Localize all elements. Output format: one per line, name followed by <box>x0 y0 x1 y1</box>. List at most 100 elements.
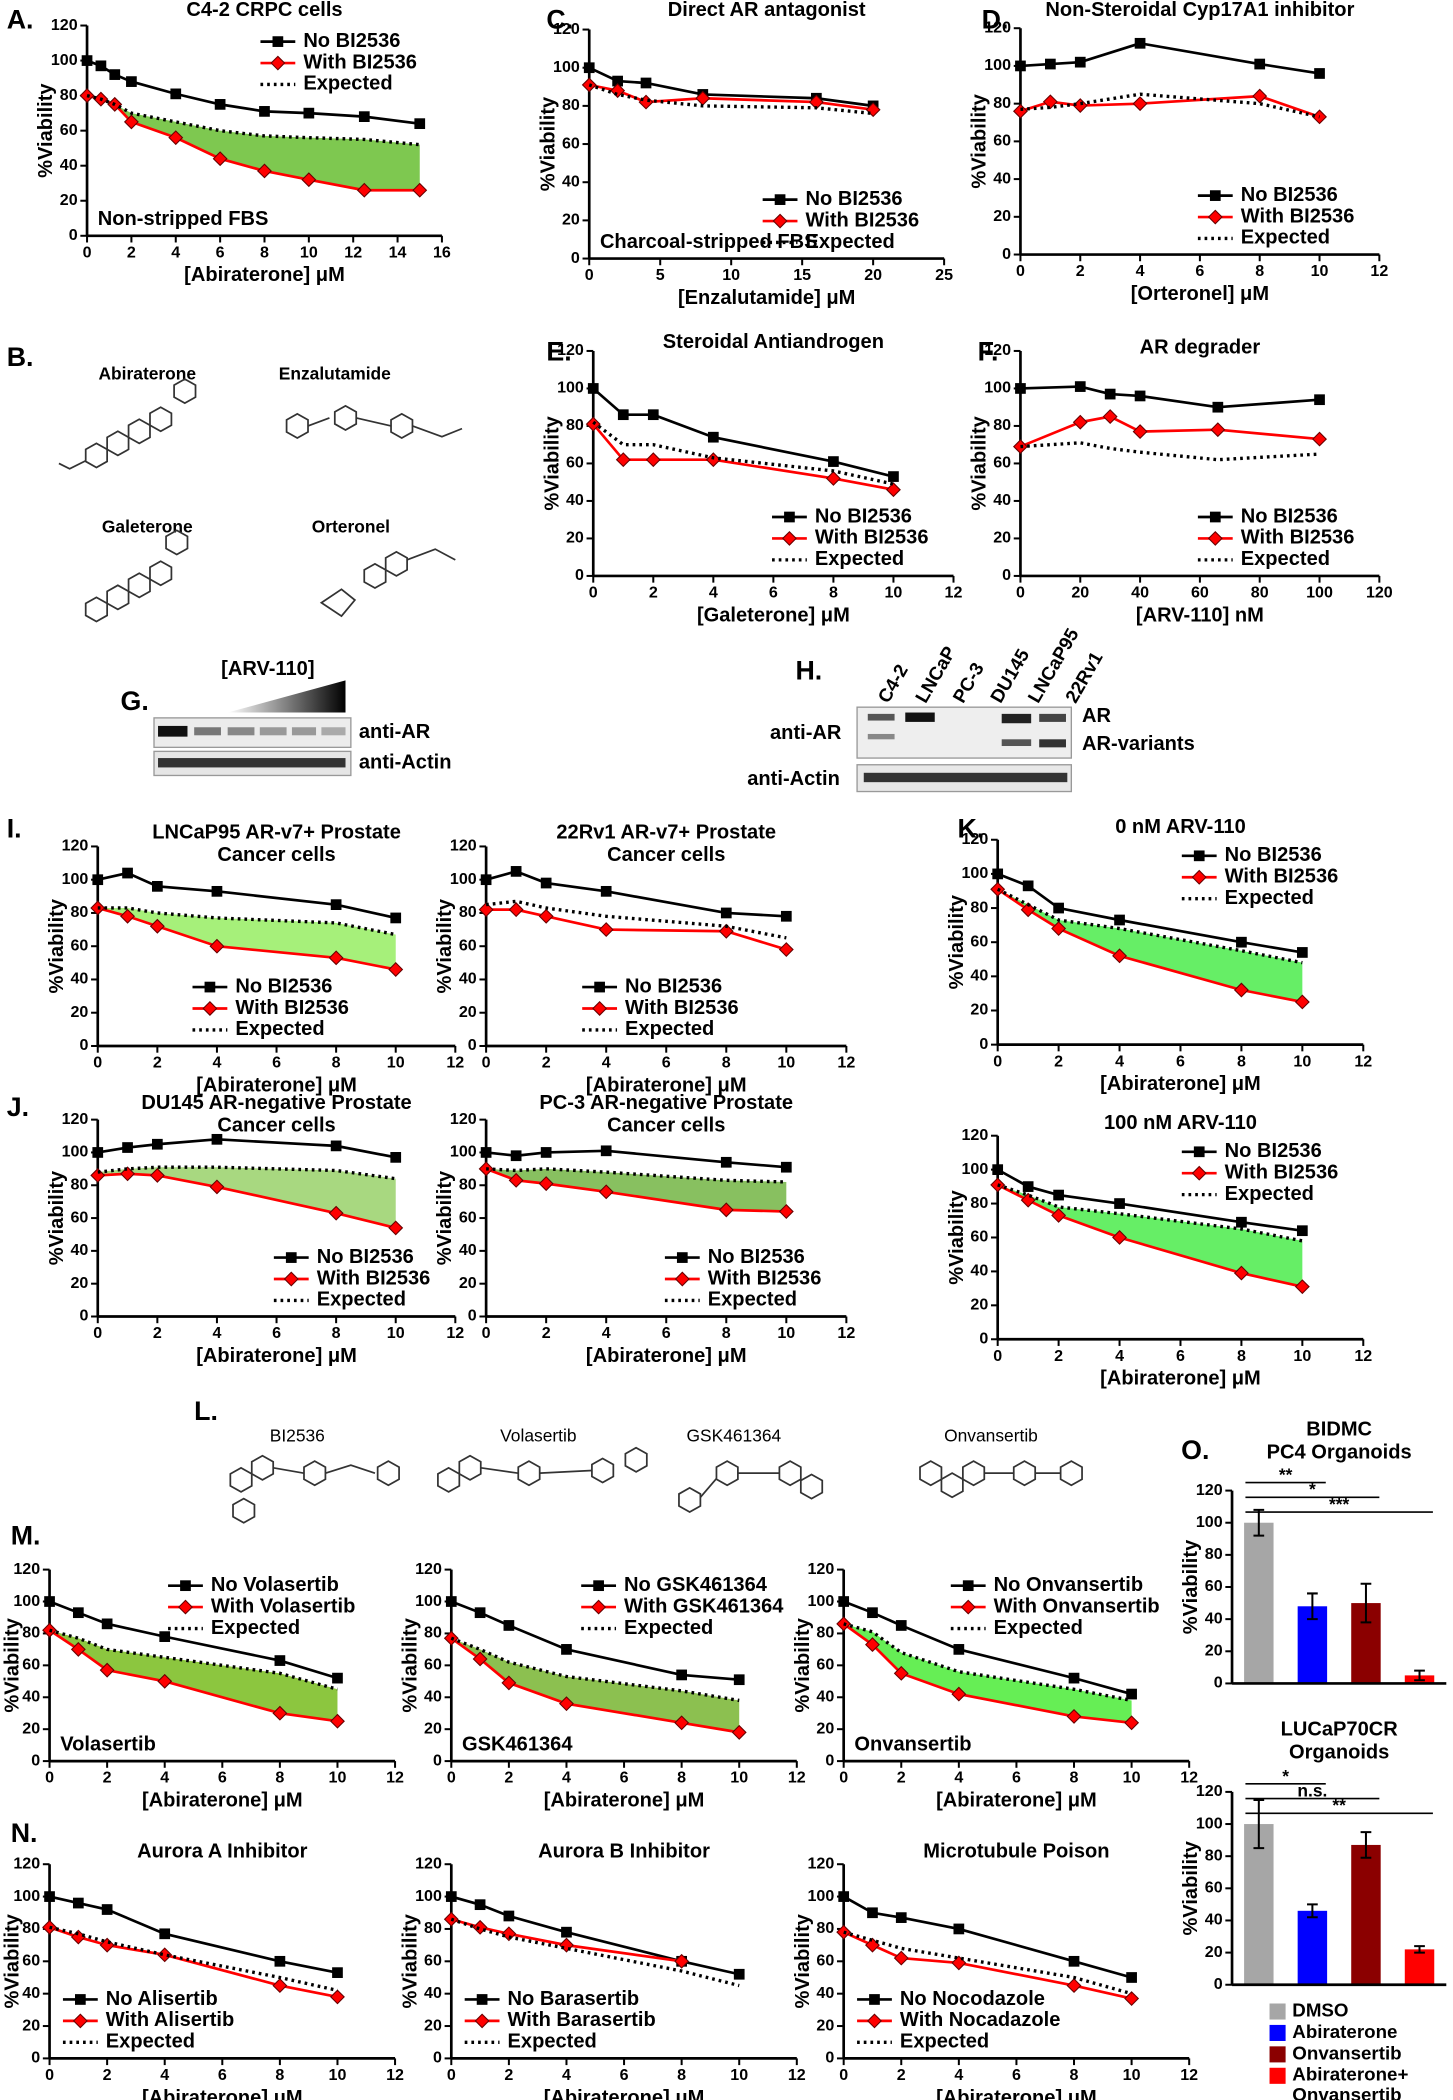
x-tick-label: 10 <box>1293 1347 1311 1365</box>
x-tick-label: 8 <box>1070 1769 1079 1787</box>
x-tick-label: 10 <box>722 266 740 284</box>
y-tick-label: 60 <box>566 454 584 472</box>
y-tick-label: 0 <box>69 226 78 244</box>
legend-marker <box>178 1599 193 1615</box>
y-tick-label: 0 <box>31 1751 40 1769</box>
x-tick-label: 6 <box>216 243 225 261</box>
annotation: GSK461364 <box>462 1733 573 1755</box>
y-tick-label: 100 <box>553 58 580 76</box>
x-tick-label: 8 <box>332 1324 341 1342</box>
x-tick-label: 6 <box>1012 2066 1021 2084</box>
x-tick-label: 4 <box>602 1054 611 1072</box>
y-tick-label: 120 <box>984 341 1011 359</box>
marker <box>168 130 184 146</box>
marker <box>1312 431 1327 447</box>
x-axis-label: [Abiraterone] μM <box>586 1074 747 1096</box>
x-tick-label: 6 <box>1176 1052 1185 1070</box>
marker <box>274 1955 286 1967</box>
y-axis-label: %Viability <box>46 898 68 993</box>
marker <box>733 1968 745 1980</box>
legend-label: Expected <box>317 1289 406 1311</box>
legend-label: With BI2536 <box>625 997 739 1019</box>
y-tick-label: 40 <box>71 970 89 988</box>
y-tick-label: 40 <box>60 156 78 174</box>
chart-title: AR degrader <box>1140 337 1261 359</box>
x-tick-label: 8 <box>275 1769 284 1787</box>
y-tick-label: 60 <box>562 134 580 152</box>
annotation: Volasertib <box>60 1733 156 1755</box>
x-axis-label: [Abiraterone] μM <box>936 2087 1097 2100</box>
marker <box>733 1674 745 1686</box>
x-tick-label: 4 <box>171 243 180 261</box>
x-tick-label: 8 <box>332 1054 341 1072</box>
marker <box>1053 902 1064 914</box>
y-tick-label: 100 <box>807 1887 834 1905</box>
chart-title: Direct AR antagonist <box>668 0 866 21</box>
marker <box>332 1672 343 1684</box>
marker <box>474 1899 486 1911</box>
y-tick-label: 60 <box>71 1208 89 1226</box>
y-tick-label: 40 <box>1205 1911 1223 1929</box>
legend-swatch <box>1269 2024 1286 2041</box>
compound-label: Volasertib <box>500 1426 576 1446</box>
y-tick-label: 40 <box>424 1688 442 1706</box>
x-tick-label: 2 <box>153 1054 162 1072</box>
marker <box>587 383 599 394</box>
legend-label: Expected <box>994 1617 1083 1639</box>
x-axis-label: [Abiraterone] μM <box>142 2087 303 2100</box>
series-line <box>592 420 894 486</box>
y-tick-label: 0 <box>468 1307 477 1325</box>
series-line <box>843 1622 1132 1703</box>
marker <box>120 908 136 924</box>
marker <box>674 1715 690 1731</box>
x-tick-label: 2 <box>649 584 658 602</box>
x-tick-label: 2 <box>542 1054 551 1072</box>
annotation: Charcoal-stripped FBS <box>600 231 818 253</box>
panel-letter: A. <box>7 5 34 35</box>
y-axis-label: %Viability <box>46 1170 68 1265</box>
error-bar <box>1307 1903 1318 1919</box>
marker <box>328 950 344 966</box>
series-line <box>842 1622 1132 1725</box>
x-tick-label: 0 <box>589 584 598 602</box>
y-tick-label: 0 <box>79 1036 88 1054</box>
marker <box>598 1184 614 1200</box>
legend-label: No Alisertib <box>106 1988 218 2010</box>
y-tick-label: 20 <box>970 1296 988 1314</box>
x-tick-label: 2 <box>897 2066 906 2084</box>
legend-label: With BI2536 <box>235 997 349 1019</box>
marker <box>559 1937 574 1953</box>
marker <box>480 874 492 886</box>
difference-area <box>843 1623 1132 1723</box>
series-line <box>49 1925 338 1993</box>
panel-letter: H. <box>795 655 822 685</box>
series-line <box>1020 92 1320 119</box>
y-tick-label: 40 <box>459 1241 477 1259</box>
x-tick-label: 6 <box>1195 262 1204 280</box>
marker <box>1126 1972 1137 1983</box>
x-tick-label: 4 <box>1115 1347 1124 1365</box>
x-tick-label: 0 <box>482 1324 491 1342</box>
x-tick-label: 4 <box>1115 1052 1124 1070</box>
marker <box>70 1641 86 1657</box>
error-bar <box>1360 1582 1372 1624</box>
y-tick-label: 20 <box>993 207 1011 225</box>
row-label: anti-Actin <box>747 768 840 790</box>
error-bar <box>1414 1669 1425 1682</box>
structures <box>58 378 463 623</box>
marker <box>358 111 370 122</box>
marker <box>992 1164 1004 1175</box>
series-line <box>485 1149 787 1169</box>
band-label: AR-variants <box>1082 733 1195 755</box>
marker <box>1020 902 1036 918</box>
chart-title: Aurora A Inhibitor <box>137 1840 307 1862</box>
x-tick-label: 2 <box>504 1769 513 1787</box>
marker <box>214 99 226 110</box>
x-tick-label: 12 <box>837 1324 855 1342</box>
x-tick-label: 8 <box>1255 262 1264 280</box>
marker <box>731 1724 747 1740</box>
chart-title: DU145 AR-negative Prostate <box>141 1092 411 1114</box>
legend-label: No Barasertib <box>508 1988 640 2010</box>
legend-label: No BI2536 <box>1241 184 1338 206</box>
y-tick-label: 20 <box>1205 1943 1223 1961</box>
